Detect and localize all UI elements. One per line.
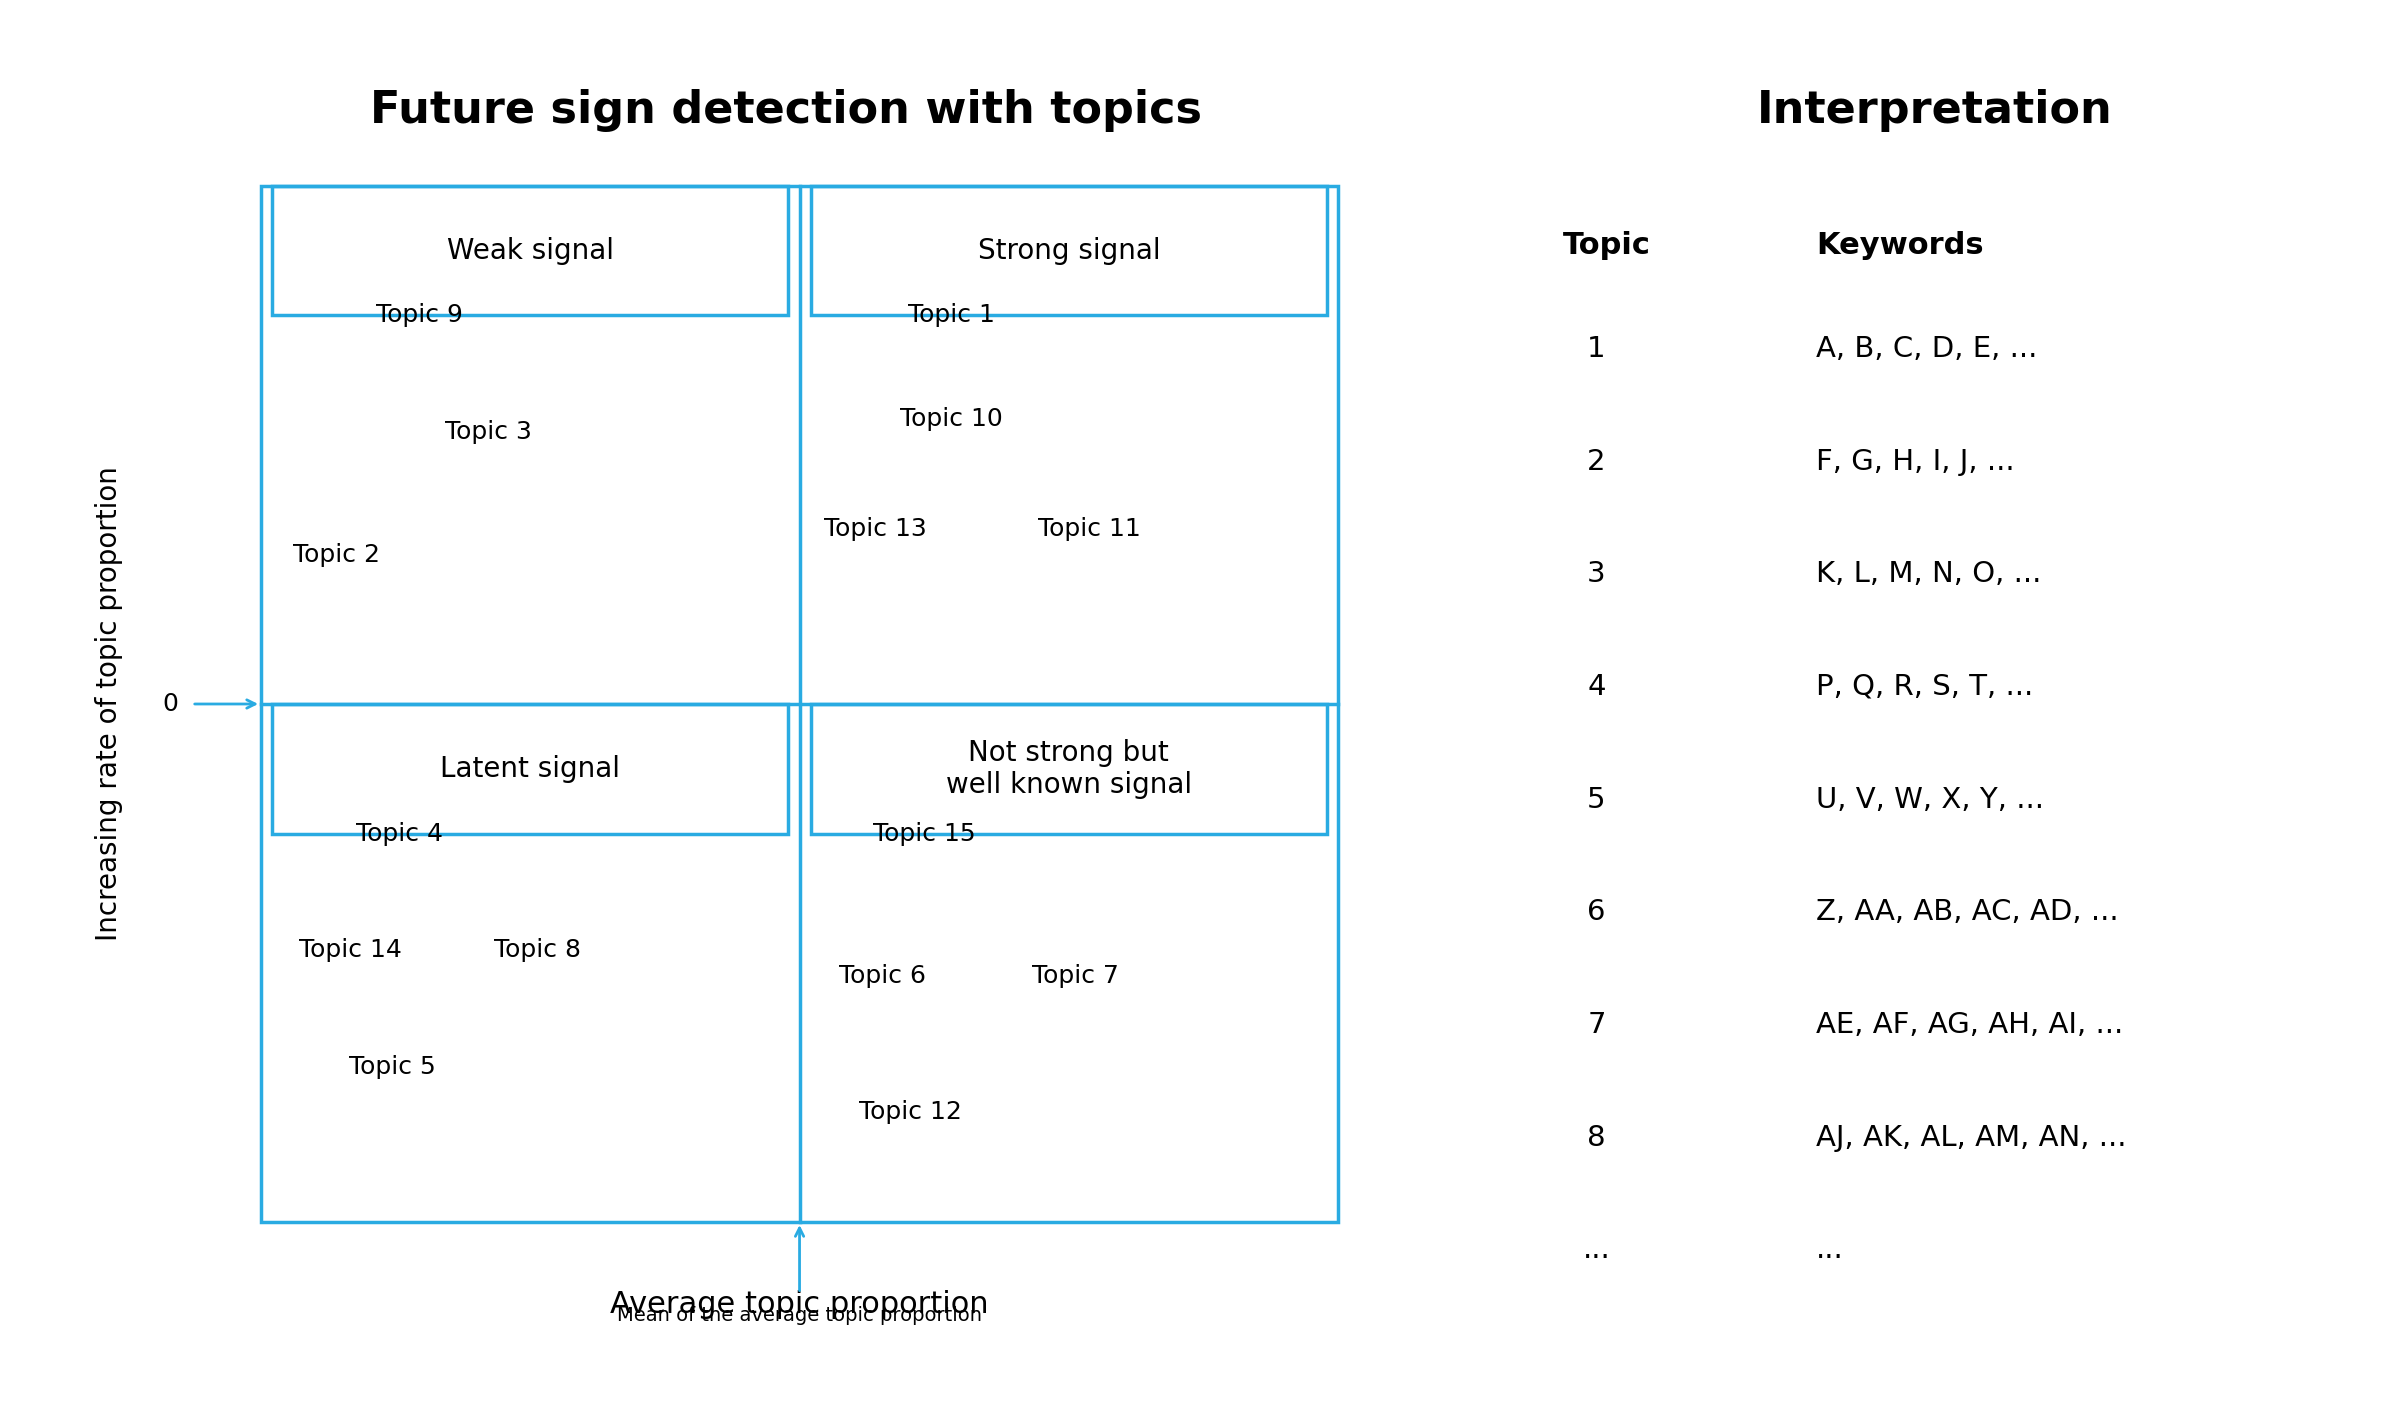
Text: Topic 4: Topic 4 — [355, 821, 443, 846]
Text: Topic 10: Topic 10 — [900, 407, 1002, 431]
Text: 6: 6 — [1588, 898, 1605, 926]
Text: F, G, H, I, J, ...: F, G, H, I, J, ... — [1817, 448, 2014, 476]
Text: Topic 7: Topic 7 — [1033, 964, 1119, 988]
Text: Future sign detection with topics: Future sign detection with topics — [369, 89, 1202, 132]
Bar — [271, 704, 788, 834]
Bar — [810, 186, 1326, 315]
Text: Topic 14: Topic 14 — [300, 938, 402, 962]
Text: P, Q, R, S, T, ...: P, Q, R, S, T, ... — [1817, 673, 2033, 701]
Text: Topic 15: Topic 15 — [871, 821, 976, 846]
Text: Topic 5: Topic 5 — [348, 1055, 436, 1079]
Bar — [810, 704, 1326, 834]
Text: 0: 0 — [162, 691, 179, 717]
Text: Interpretation: Interpretation — [1757, 89, 2112, 132]
Text: Topic 12: Topic 12 — [860, 1100, 962, 1124]
Text: Topic 9: Topic 9 — [376, 303, 464, 328]
Text: 1: 1 — [1588, 335, 1605, 363]
Text: Topic: Topic — [1562, 231, 1650, 260]
Text: U, V, W, X, Y, ...: U, V, W, X, Y, ... — [1817, 786, 2045, 814]
Text: Topic 3: Topic 3 — [445, 420, 533, 444]
Text: AJ, AK, AL, AM, AN, ...: AJ, AK, AL, AM, AN, ... — [1817, 1124, 2126, 1152]
Text: 5: 5 — [1588, 786, 1605, 814]
Text: Average topic proportion: Average topic proportion — [610, 1290, 988, 1319]
Text: 3: 3 — [1588, 560, 1605, 589]
Text: Topic 6: Topic 6 — [838, 964, 926, 988]
Text: ...: ... — [1583, 1236, 1610, 1264]
Text: A, B, C, D, E, ...: A, B, C, D, E, ... — [1817, 335, 2038, 363]
Text: Weak signal: Weak signal — [448, 237, 614, 265]
Text: ...: ... — [1817, 1236, 1843, 1264]
Text: Topic 8: Topic 8 — [493, 938, 581, 962]
Text: 8: 8 — [1588, 1124, 1605, 1152]
Text: Increasing rate of topic proportion: Increasing rate of topic proportion — [95, 466, 124, 942]
Text: K, L, M, N, O, ...: K, L, M, N, O, ... — [1817, 560, 2041, 589]
Bar — [271, 186, 788, 315]
Text: Z, AA, AB, AC, AD, ...: Z, AA, AB, AC, AD, ... — [1817, 898, 2119, 926]
Text: AE, AF, AG, AH, AI, ...: AE, AF, AG, AH, AI, ... — [1817, 1011, 2124, 1039]
Text: Keywords: Keywords — [1817, 231, 1983, 260]
Text: Not strong but
well known signal: Not strong but well known signal — [945, 739, 1193, 798]
Bar — [262, 186, 1338, 1222]
Text: Topic 1: Topic 1 — [907, 303, 995, 328]
Text: 7: 7 — [1588, 1011, 1605, 1039]
Text: 2: 2 — [1588, 448, 1605, 476]
Text: Topic 2: Topic 2 — [293, 543, 381, 567]
Text: 4: 4 — [1588, 673, 1605, 701]
Text: Topic 11: Topic 11 — [1038, 517, 1140, 541]
Text: Mean of the average topic proportion: Mean of the average topic proportion — [617, 1307, 981, 1325]
Text: Strong signal: Strong signal — [979, 237, 1160, 265]
Text: Topic 13: Topic 13 — [824, 517, 926, 541]
Text: Latent signal: Latent signal — [440, 755, 619, 783]
